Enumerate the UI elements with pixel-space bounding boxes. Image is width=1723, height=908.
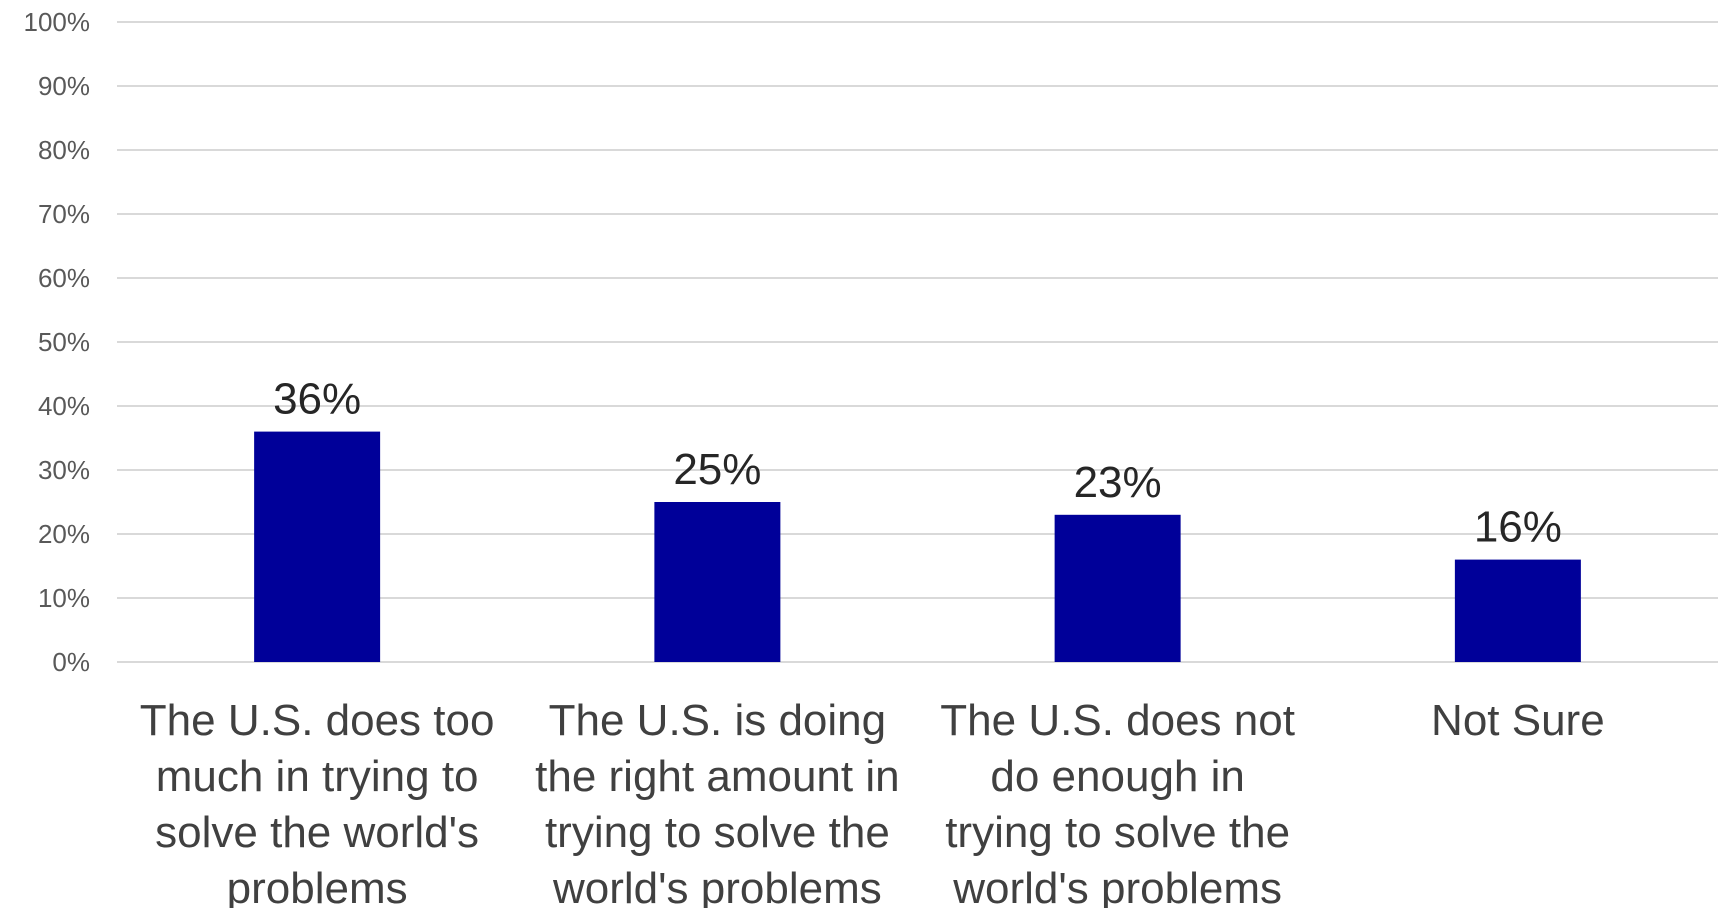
bar-4	[1454, 559, 1581, 662]
y-tick-label: 20%	[38, 519, 90, 549]
y-tick-label: 70%	[38, 199, 90, 229]
data-label-2: 25%	[673, 445, 761, 494]
data-labels: 36% 25% 23% 16%	[273, 375, 1562, 552]
y-tick-label: 60%	[38, 263, 90, 293]
category-label-line: problems	[227, 864, 408, 908]
category-label-3: The U.S. does not do enough in trying to s…	[940, 696, 1295, 908]
data-label-1: 36%	[273, 375, 361, 424]
category-label-line: much in trying to	[156, 752, 479, 801]
category-label-line: do enough in	[990, 752, 1244, 801]
y-tick-label: 80%	[38, 135, 90, 165]
bar-1	[254, 431, 381, 662]
category-label-line: solve the world's	[155, 808, 479, 857]
category-label-1: The U.S. does too much in trying to solve …	[140, 696, 495, 908]
category-label-line: The U.S. is doing	[549, 696, 887, 745]
category-label-line: world's problems	[952, 864, 1282, 908]
category-label-line: The U.S. does not	[940, 696, 1295, 745]
category-label-4: Not Sure	[1431, 696, 1605, 745]
y-tick-label: 50%	[38, 327, 90, 357]
bars	[254, 431, 1581, 662]
y-tick-label: 90%	[38, 71, 90, 101]
category-labels: The U.S. does too much in trying to solve …	[140, 696, 1605, 908]
y-tick-label: 40%	[38, 391, 90, 421]
bar-2	[654, 502, 781, 662]
data-label-4: 16%	[1474, 503, 1562, 552]
category-label-line: world's problems	[552, 864, 882, 908]
category-label-line: Not Sure	[1431, 696, 1605, 745]
y-axis-tick-labels: 0% 10% 20% 30% 40% 50% 60% 70% 80% 90% 100%	[24, 7, 91, 677]
category-label-line: the right amount in	[535, 752, 899, 801]
data-label-3: 23%	[1074, 458, 1162, 507]
y-tick-label: 0%	[52, 647, 90, 677]
category-label-2: The U.S. is doing the right amount in tryi…	[535, 696, 899, 908]
category-label-line: trying to solve the	[945, 808, 1290, 857]
y-tick-label: 100%	[24, 7, 91, 37]
category-label-line: trying to solve the	[545, 808, 890, 857]
grid-lines	[117, 21, 1718, 663]
bar-3	[1054, 514, 1181, 662]
y-tick-label: 10%	[38, 583, 90, 613]
category-label-line: The U.S. does too	[140, 696, 495, 745]
y-tick-label: 30%	[38, 455, 90, 485]
